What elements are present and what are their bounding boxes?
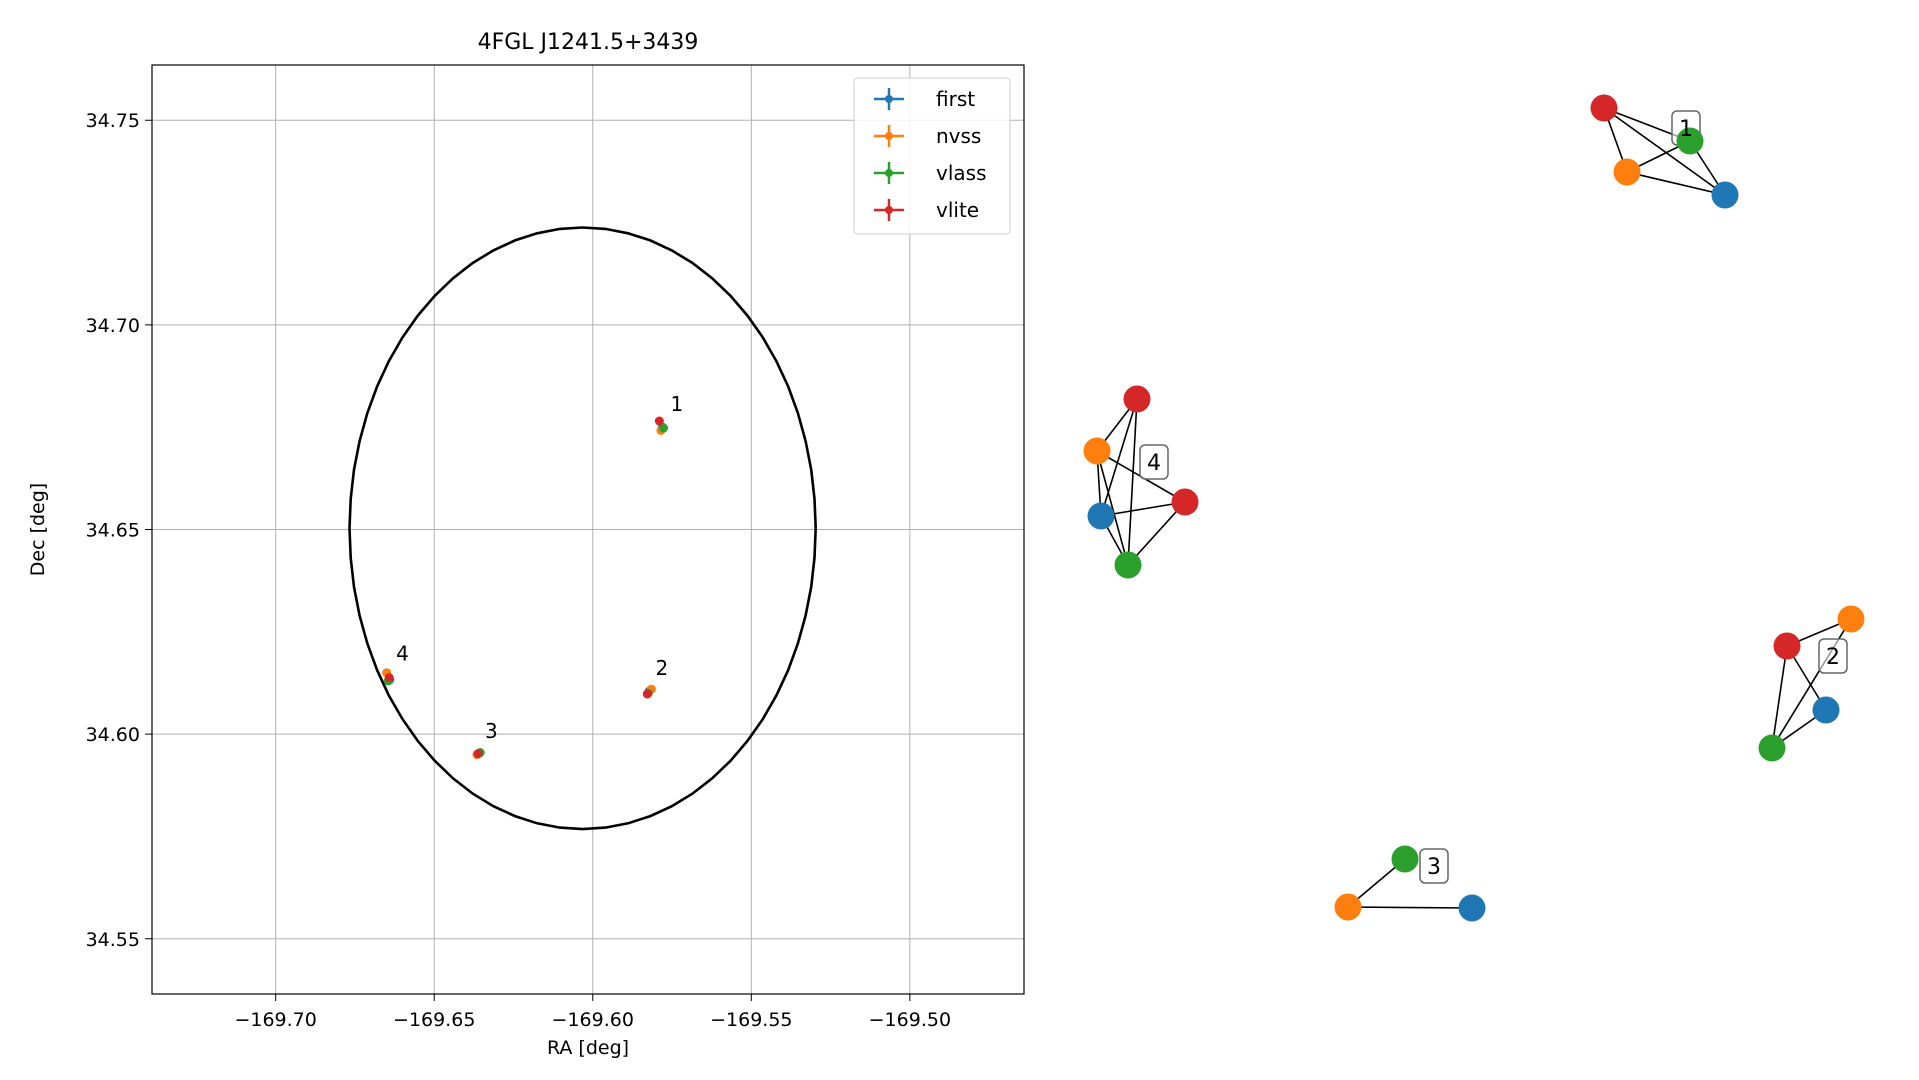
legend-box	[853, 77, 1011, 235]
legend-entry-nvss: nvss	[874, 124, 981, 148]
sky-plot-axes: 1 2 3 4 −169.70 −169.65 −169.60 −169.55 −169.50…	[27, 30, 1025, 1059]
point-label: 4	[396, 641, 409, 665]
x-tick-label: −169.55	[710, 1009, 792, 1031]
y-tick-label: 34.60	[86, 724, 140, 746]
cluster-2: 2	[1758, 605, 1865, 762]
network-edge	[1771, 645, 1788, 749]
legend-entry-vlite: vlite	[874, 198, 979, 222]
vlass-node	[1391, 845, 1419, 873]
x-tick-label: −169.65	[393, 1009, 475, 1031]
nvss-node	[1613, 158, 1641, 186]
legend-label: vlass	[936, 161, 987, 185]
cluster-3: 3	[1334, 845, 1486, 922]
vlass-node	[1758, 734, 1786, 762]
legend-label: first	[936, 87, 975, 111]
cluster-label: 4	[1147, 451, 1161, 476]
legend-label: nvss	[936, 124, 981, 148]
cluster-label-box	[1818, 638, 1848, 674]
cluster-label: 2	[1826, 645, 1840, 670]
cluster-label-box	[1139, 444, 1169, 480]
vlite-node	[1171, 488, 1199, 516]
nvss-node	[1334, 893, 1362, 921]
crossmatch-network-panel: 1 4 2 3	[1083, 94, 1865, 922]
y-tick-label: 34.65	[86, 520, 140, 542]
chart-title: 4FGL J1241.5+3439	[478, 30, 699, 55]
y-axis-label: Dec [deg]	[27, 483, 49, 576]
cluster-4: 4	[1083, 385, 1199, 579]
y-tick-label: 34.55	[86, 929, 140, 951]
vlite-point	[654, 416, 664, 426]
x-tick-label: −169.70	[234, 1009, 316, 1031]
legend-marker-dot	[885, 95, 893, 103]
first-node	[1812, 696, 1840, 724]
axis-ticks: −169.70 −169.65 −169.60 −169.55 −169.50 34.55…	[86, 110, 951, 1031]
first-node	[1711, 181, 1739, 209]
legend-label: vlite	[936, 198, 979, 222]
point-label: 3	[485, 719, 498, 743]
x-tick-label: −169.50	[869, 1009, 951, 1031]
localization-circle	[348, 226, 817, 831]
legend-entry-vlass: vlass	[874, 161, 987, 185]
network-edge	[1603, 107, 1726, 196]
network-edge	[1626, 171, 1726, 196]
cluster-label: 1	[1679, 117, 1693, 142]
x-axis-label: RA [deg]	[547, 1037, 629, 1059]
y-tick-label: 34.70	[86, 315, 140, 337]
legend-entry-first: first	[874, 87, 975, 111]
vlass-node	[1676, 127, 1704, 155]
legend-marker-dot	[885, 169, 893, 177]
vlite-point	[473, 749, 483, 759]
legend-marker-dot	[885, 132, 893, 140]
point-labels: 1 2 3 4	[396, 392, 683, 743]
nvss-node	[1837, 605, 1865, 633]
cluster-label-box	[1419, 848, 1449, 884]
x-tick-label: −169.60	[552, 1009, 634, 1031]
network-edge	[1347, 906, 1473, 909]
vlite-point	[384, 673, 394, 683]
network-edge	[1096, 450, 1129, 566]
network-edge	[1100, 501, 1186, 517]
network-edge	[1127, 501, 1186, 566]
vlite-point	[642, 689, 652, 699]
point-label: 2	[656, 656, 669, 680]
vlass-node	[1114, 551, 1142, 579]
legend: first nvss vlass vlite	[853, 77, 1011, 235]
cluster-label: 3	[1427, 855, 1441, 880]
nvss-node	[1083, 437, 1111, 465]
data-points	[382, 416, 668, 760]
point-label: 1	[670, 392, 683, 416]
cluster-1: 1	[1590, 94, 1739, 209]
first-node	[1458, 894, 1486, 922]
network-edge	[1100, 398, 1138, 517]
vlite-node	[1123, 385, 1151, 413]
y-tick-label: 34.75	[86, 110, 140, 132]
vlite-node	[1590, 94, 1618, 122]
legend-marker-dot	[885, 206, 893, 214]
vlass-point	[658, 423, 668, 433]
vlite-node	[1773, 632, 1801, 660]
first-node	[1087, 502, 1115, 530]
network-edge	[1127, 398, 1138, 566]
source-localization-circle	[348, 226, 817, 831]
